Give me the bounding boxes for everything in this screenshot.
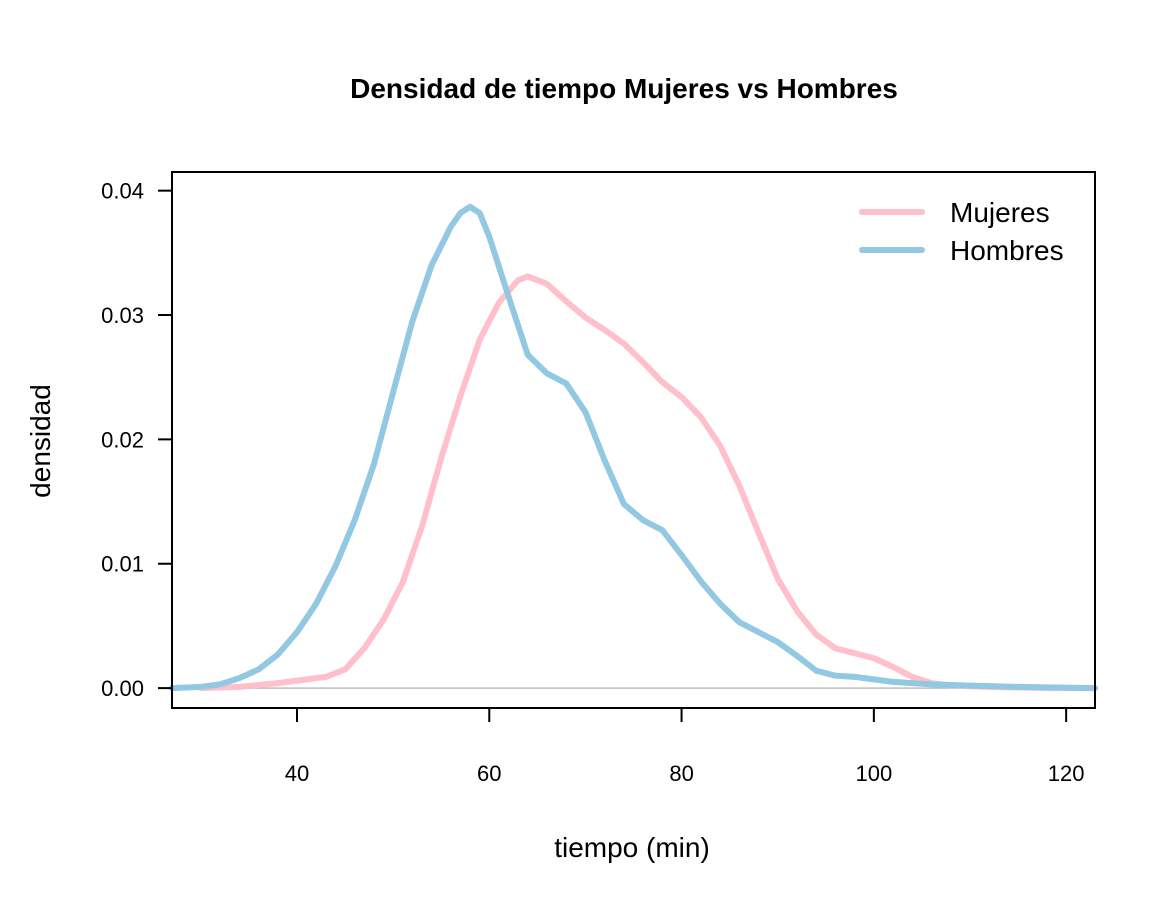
legend-label-mujeres: Mujeres — [950, 197, 1050, 228]
y-tick-label: 0.02 — [101, 427, 144, 452]
series-line-mujeres — [197, 273, 1098, 692]
x-tick-label: 100 — [856, 761, 893, 786]
y-axis-label: densidad — [25, 384, 56, 498]
plot-area: 40 60 80 100 120 0.00 0.01 0.02 0.03 0.04 Mujeres H… — [101, 171, 1098, 786]
legend-label-hombres: Hombres — [950, 235, 1064, 266]
y-tick-label: 0.03 — [101, 303, 144, 328]
series-line-hombres — [169, 203, 1098, 692]
x-tick-label: 40 — [285, 761, 309, 786]
y-tick-label: 0.00 — [101, 676, 144, 701]
y-tick-label: 0.01 — [101, 552, 144, 577]
chart-title: Densidad de tiempo Mujeres vs Hombres — [350, 73, 898, 104]
y-tick-label: 0.04 — [101, 179, 144, 204]
x-tick-label: 80 — [669, 761, 693, 786]
x-axis-label: tiempo (min) — [554, 832, 710, 863]
x-tick-label: 60 — [477, 761, 501, 786]
x-tick-label: 120 — [1048, 761, 1085, 786]
